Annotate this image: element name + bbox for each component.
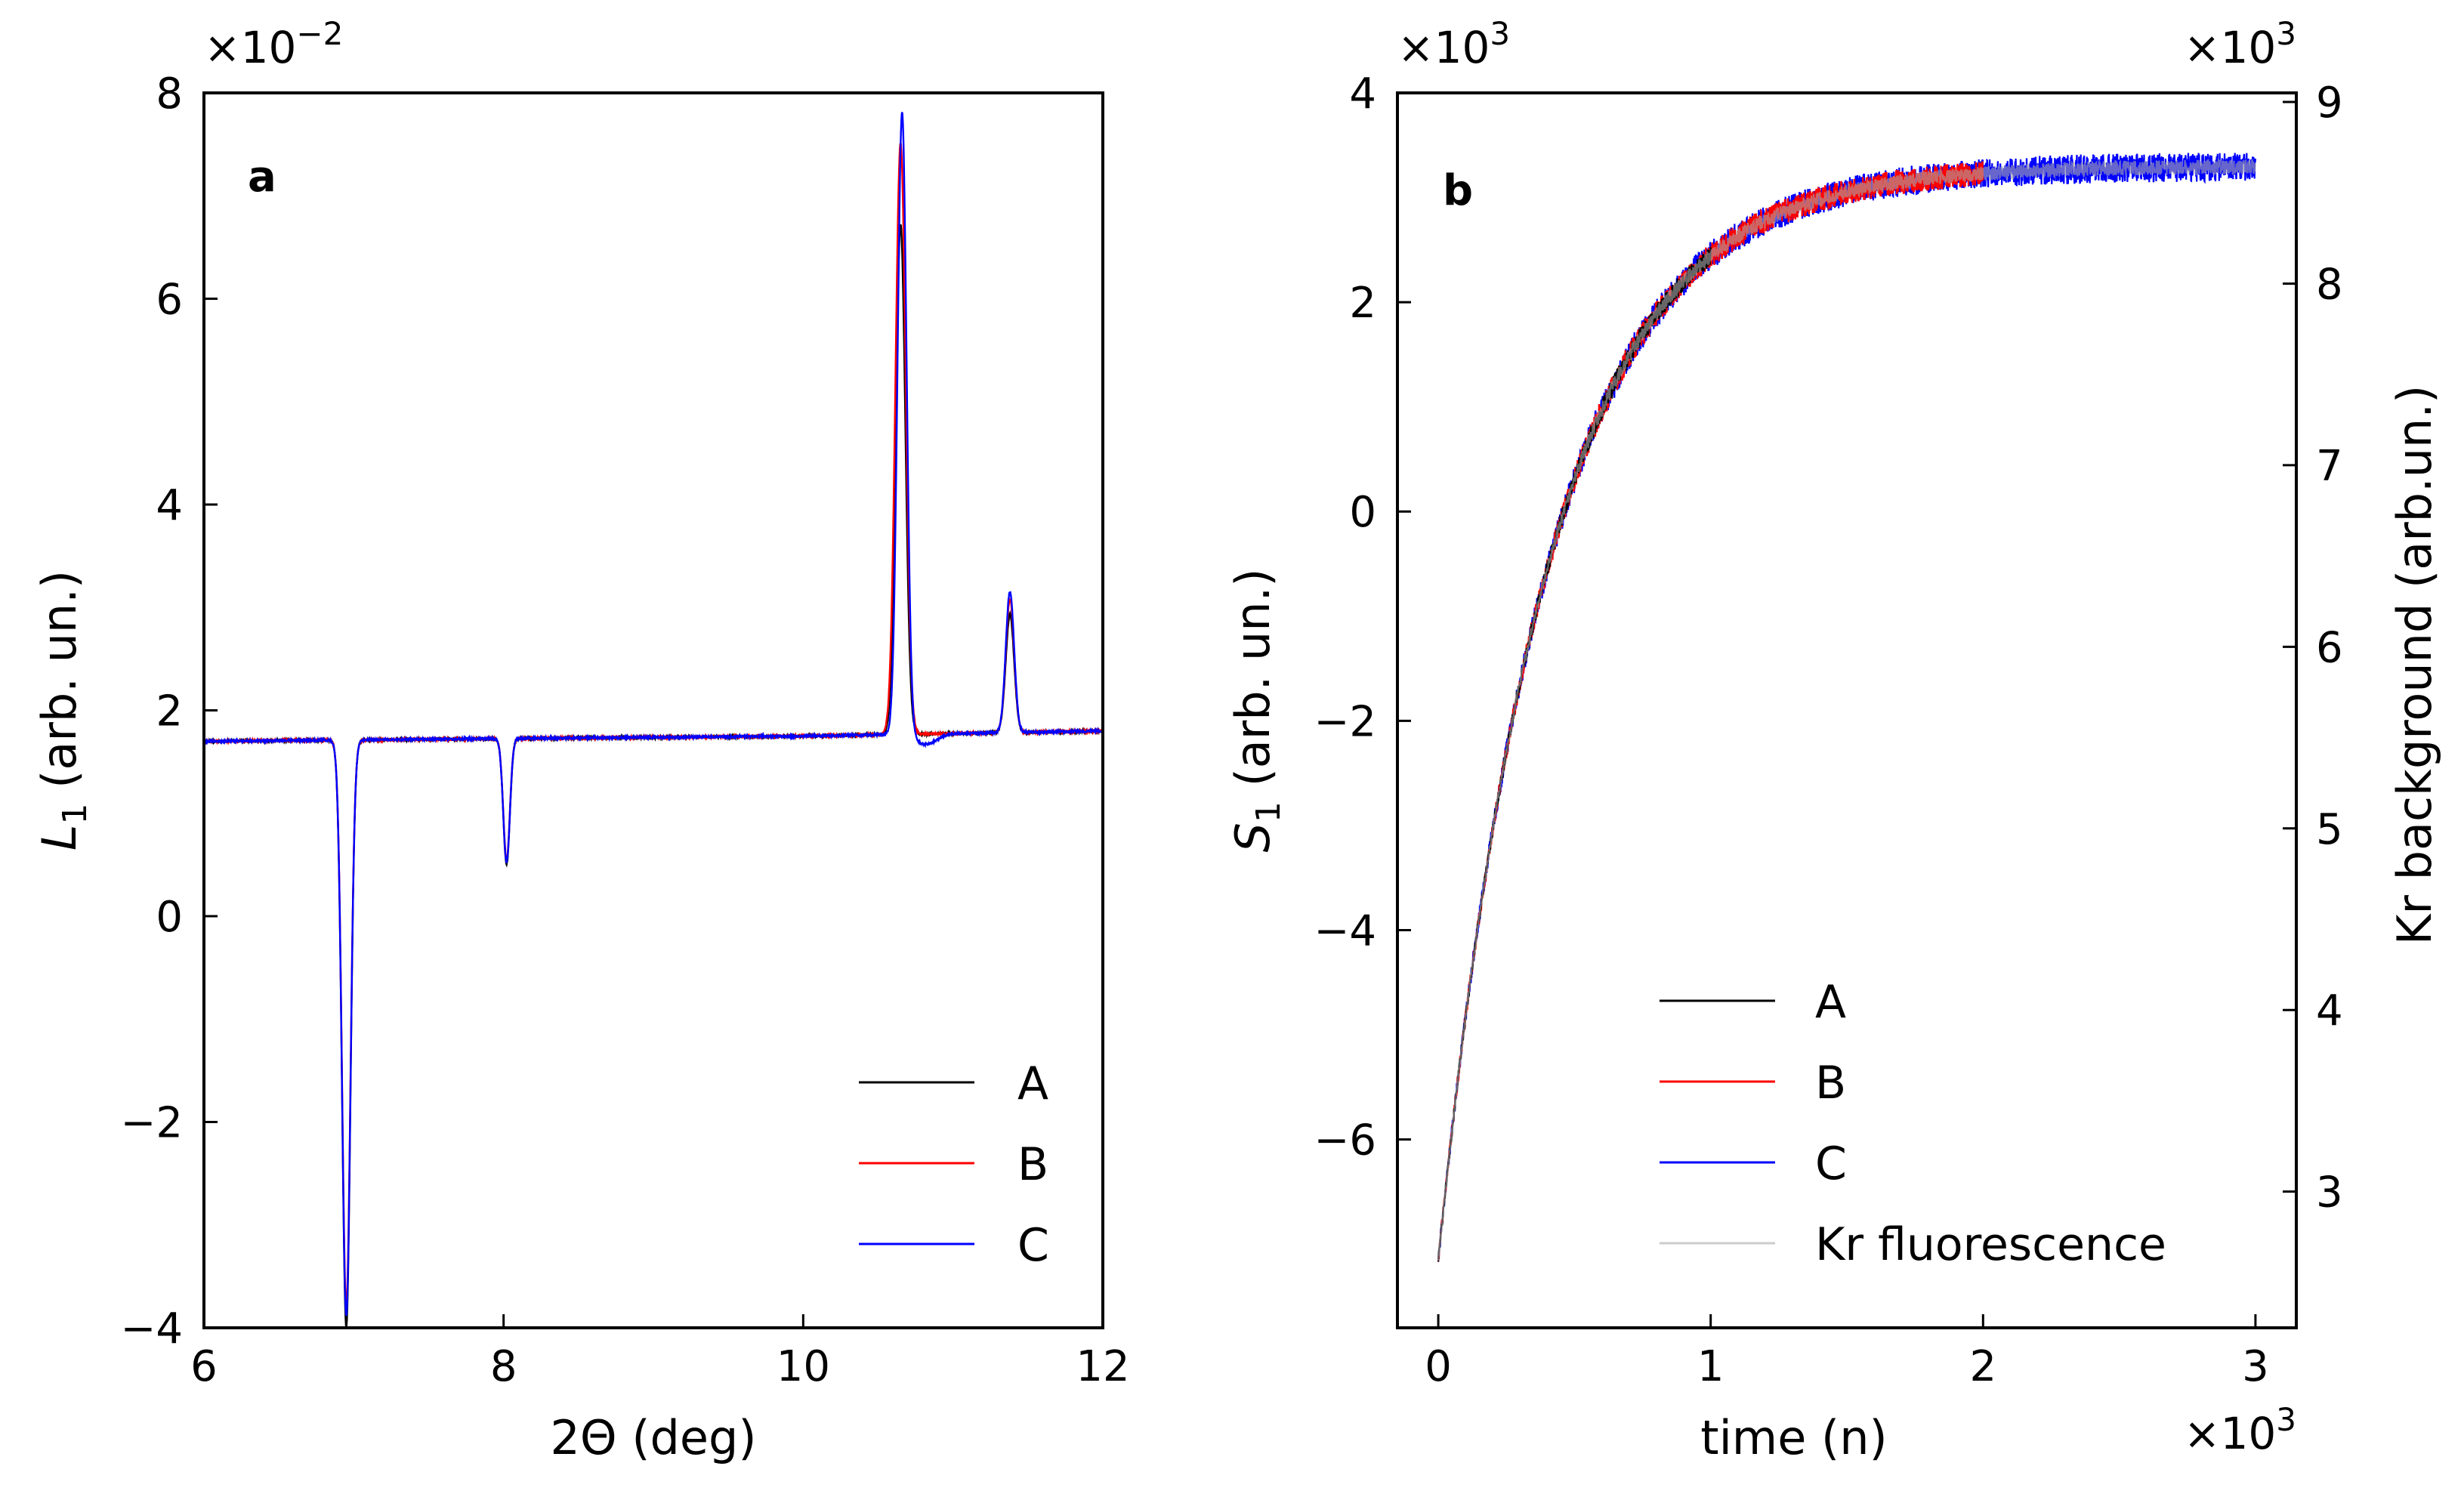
b-y2-axis-label: Kr background (arb.un.) [2387, 385, 2442, 946]
a-legend-label-B: B [1017, 1138, 1048, 1191]
b-legend: ABC Kr fluorescence [1660, 976, 2166, 1271]
b-y2-tick-label: 7 [2316, 442, 2343, 491]
a-tick-labels: 6 8 10 12 −4 −2 0 2 4 6 8 [120, 69, 1129, 1391]
a-x-axis-label: 2Θ (deg) [550, 1410, 756, 1465]
a-axes-frame [202, 91, 1104, 1329]
b-y2-tick-label: 8 [2316, 260, 2343, 309]
b-y2-tick-label: 6 [2316, 623, 2343, 672]
b-y-axis-label: S1 (arb. un.) [1225, 569, 1288, 853]
b-y-axis-label-main: S [1225, 823, 1280, 852]
a-plot-area [204, 112, 1103, 1328]
b-x-tick-label: 1 [1697, 1342, 1724, 1391]
b-series-group [1437, 153, 2257, 1262]
a-y-axis-label-main: L [32, 825, 87, 851]
b-axes-frame [1396, 91, 2298, 1329]
a-series-A-line [204, 224, 1103, 1328]
a-y-tick-label: 6 [156, 276, 183, 325]
b-y2-tick-label: 9 [2316, 79, 2343, 128]
b-y2-multiplier-base: ×10 [2184, 22, 2276, 73]
a-x-tick-label: 12 [1076, 1342, 1129, 1391]
b-y-tick-label: −6 [1314, 1116, 1376, 1165]
a-series-B-line [204, 141, 1103, 1307]
a-y-tick-label: −2 [120, 1099, 183, 1148]
b-x-multiplier: ×103 [2184, 1401, 2296, 1459]
a-x-tick-label: 10 [777, 1342, 830, 1391]
b-y-multiplier-exp: 3 [1490, 15, 1510, 52]
a-panel-label: a [248, 153, 276, 202]
a-y-axis-label-sub: 1 [56, 804, 94, 825]
b-series-A-line [1437, 247, 1712, 1262]
a-y-tick-label: −4 [120, 1304, 183, 1353]
b-y-axis-label-rest: (arb. un.) [1225, 569, 1280, 802]
b-y-tick-label: 2 [1349, 279, 1376, 328]
a-y-axis-label-rest: (arb. un.) [32, 570, 87, 804]
b-y2-multiplier: ×103 [2184, 15, 2296, 73]
b-legend-label-A: A [1815, 976, 1846, 1029]
a-legend-label-A: A [1017, 1057, 1048, 1110]
b-x-multiplier-base: ×10 [2184, 1408, 2276, 1459]
a-series-group [204, 112, 1103, 1328]
b-y-tick-label: 4 [1349, 69, 1376, 119]
b-series-C-line [1437, 153, 2257, 1262]
b-y-tick-label: 0 [1349, 488, 1376, 537]
a-y-tick-label: 8 [156, 69, 183, 119]
b-y-axis-label-sub: 1 [1249, 801, 1288, 823]
a-x-tick-label: 6 [190, 1342, 218, 1391]
b-y2-tick-label: 5 [2316, 805, 2343, 854]
b-x-tick-label: 2 [1969, 1342, 1996, 1391]
a-x-tick-label: 8 [490, 1342, 517, 1391]
b-x-tick-label: 3 [2242, 1342, 2269, 1391]
b-tick-marks [1397, 91, 2296, 1328]
b-plot-area [1437, 153, 2257, 1262]
b-panel-label: b [1443, 166, 1473, 215]
b-x-tick-label: 0 [1425, 1342, 1452, 1391]
b-y2-tick-label: 3 [2316, 1168, 2343, 1218]
a-y-multiplier: ×10−2 [204, 15, 343, 73]
b-y-tick-label: −4 [1314, 906, 1376, 955]
b-series-Kr-fluorescence-line [1437, 157, 2256, 1261]
b-x-multiplier-exp: 3 [2276, 1401, 2296, 1438]
b-y2-tick-label: 4 [2316, 986, 2343, 1036]
a-tick-marks [202, 91, 1104, 1329]
b-series-B-line [1437, 161, 1984, 1262]
a-legend-label-C: C [1017, 1219, 1049, 1272]
a-series-C-line [204, 112, 1103, 1316]
a-y-axis-label: L1 (arb. un.) [32, 570, 94, 850]
a-y-multiplier-base: ×10 [204, 22, 296, 73]
b-y2-multiplier-exp: 3 [2276, 15, 2296, 52]
b-y-multiplier: ×103 [1397, 15, 1510, 73]
a-y-tick-label: 4 [156, 481, 183, 530]
b-tick-labels: 0 1 2 3 −6 −4 −2 0 2 4 3 4 5 6 7 8 9 [1314, 69, 2342, 1391]
b-legend-label-Kr-fluorescence: Kr fluorescence [1815, 1218, 2166, 1271]
b-legend-label-C: C [1815, 1137, 1847, 1190]
b-legend-label-B: B [1815, 1057, 1846, 1110]
b-x-axis-label: time (n) [1700, 1410, 1887, 1465]
a-y-multiplier-exp: −2 [296, 15, 343, 52]
a-y-tick-label: 2 [156, 687, 183, 736]
a-y-tick-label: 0 [156, 893, 183, 942]
b-y-multiplier-base: ×10 [1397, 22, 1490, 73]
a-legend: ABC [859, 1057, 1049, 1272]
b-y-tick-label: −2 [1314, 697, 1376, 746]
